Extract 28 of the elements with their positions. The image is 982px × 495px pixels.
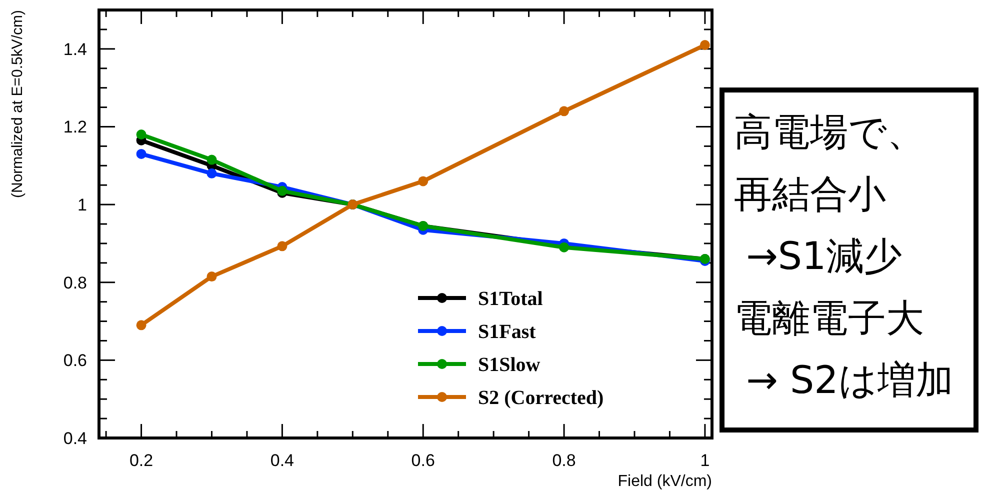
x-axis-title: Field (kV/cm)	[618, 473, 712, 490]
x-tick-label: 0.4	[270, 451, 294, 470]
y-tick-label: 0.4	[63, 429, 87, 448]
point	[136, 148, 146, 159]
y-tick-label: 1	[78, 196, 87, 215]
legend-label: S1Slow	[478, 354, 541, 376]
point	[418, 176, 428, 186]
y-tick-label: 0.8	[63, 273, 87, 292]
legend-label: S2 (Corrected)	[478, 387, 604, 409]
x-tick-label: 1	[700, 451, 710, 470]
point	[206, 272, 217, 282]
legend-label: S1Fast	[478, 321, 536, 343]
point	[136, 130, 146, 140]
y-axis-title: (Normalized at E=0.5kV/cm)	[9, 10, 26, 198]
legend-label: S1Total	[478, 288, 544, 310]
y-tick-label: 1.2	[63, 118, 87, 137]
y-tick-label: 0.6	[63, 351, 87, 370]
x-tick-label: 0.6	[411, 451, 435, 470]
note: 高電場で、 再結合小 →S1減少 電離電子大 → S2は増加	[720, 88, 978, 432]
point	[136, 320, 146, 330]
x-tick-label: 0.8	[552, 451, 576, 470]
point	[559, 106, 570, 116]
point	[206, 154, 217, 165]
point	[700, 40, 710, 50]
x-tick-label: 0.2	[129, 451, 154, 470]
point	[206, 168, 217, 178]
y-tick-label: 1.4	[63, 40, 87, 59]
point	[277, 241, 288, 252]
